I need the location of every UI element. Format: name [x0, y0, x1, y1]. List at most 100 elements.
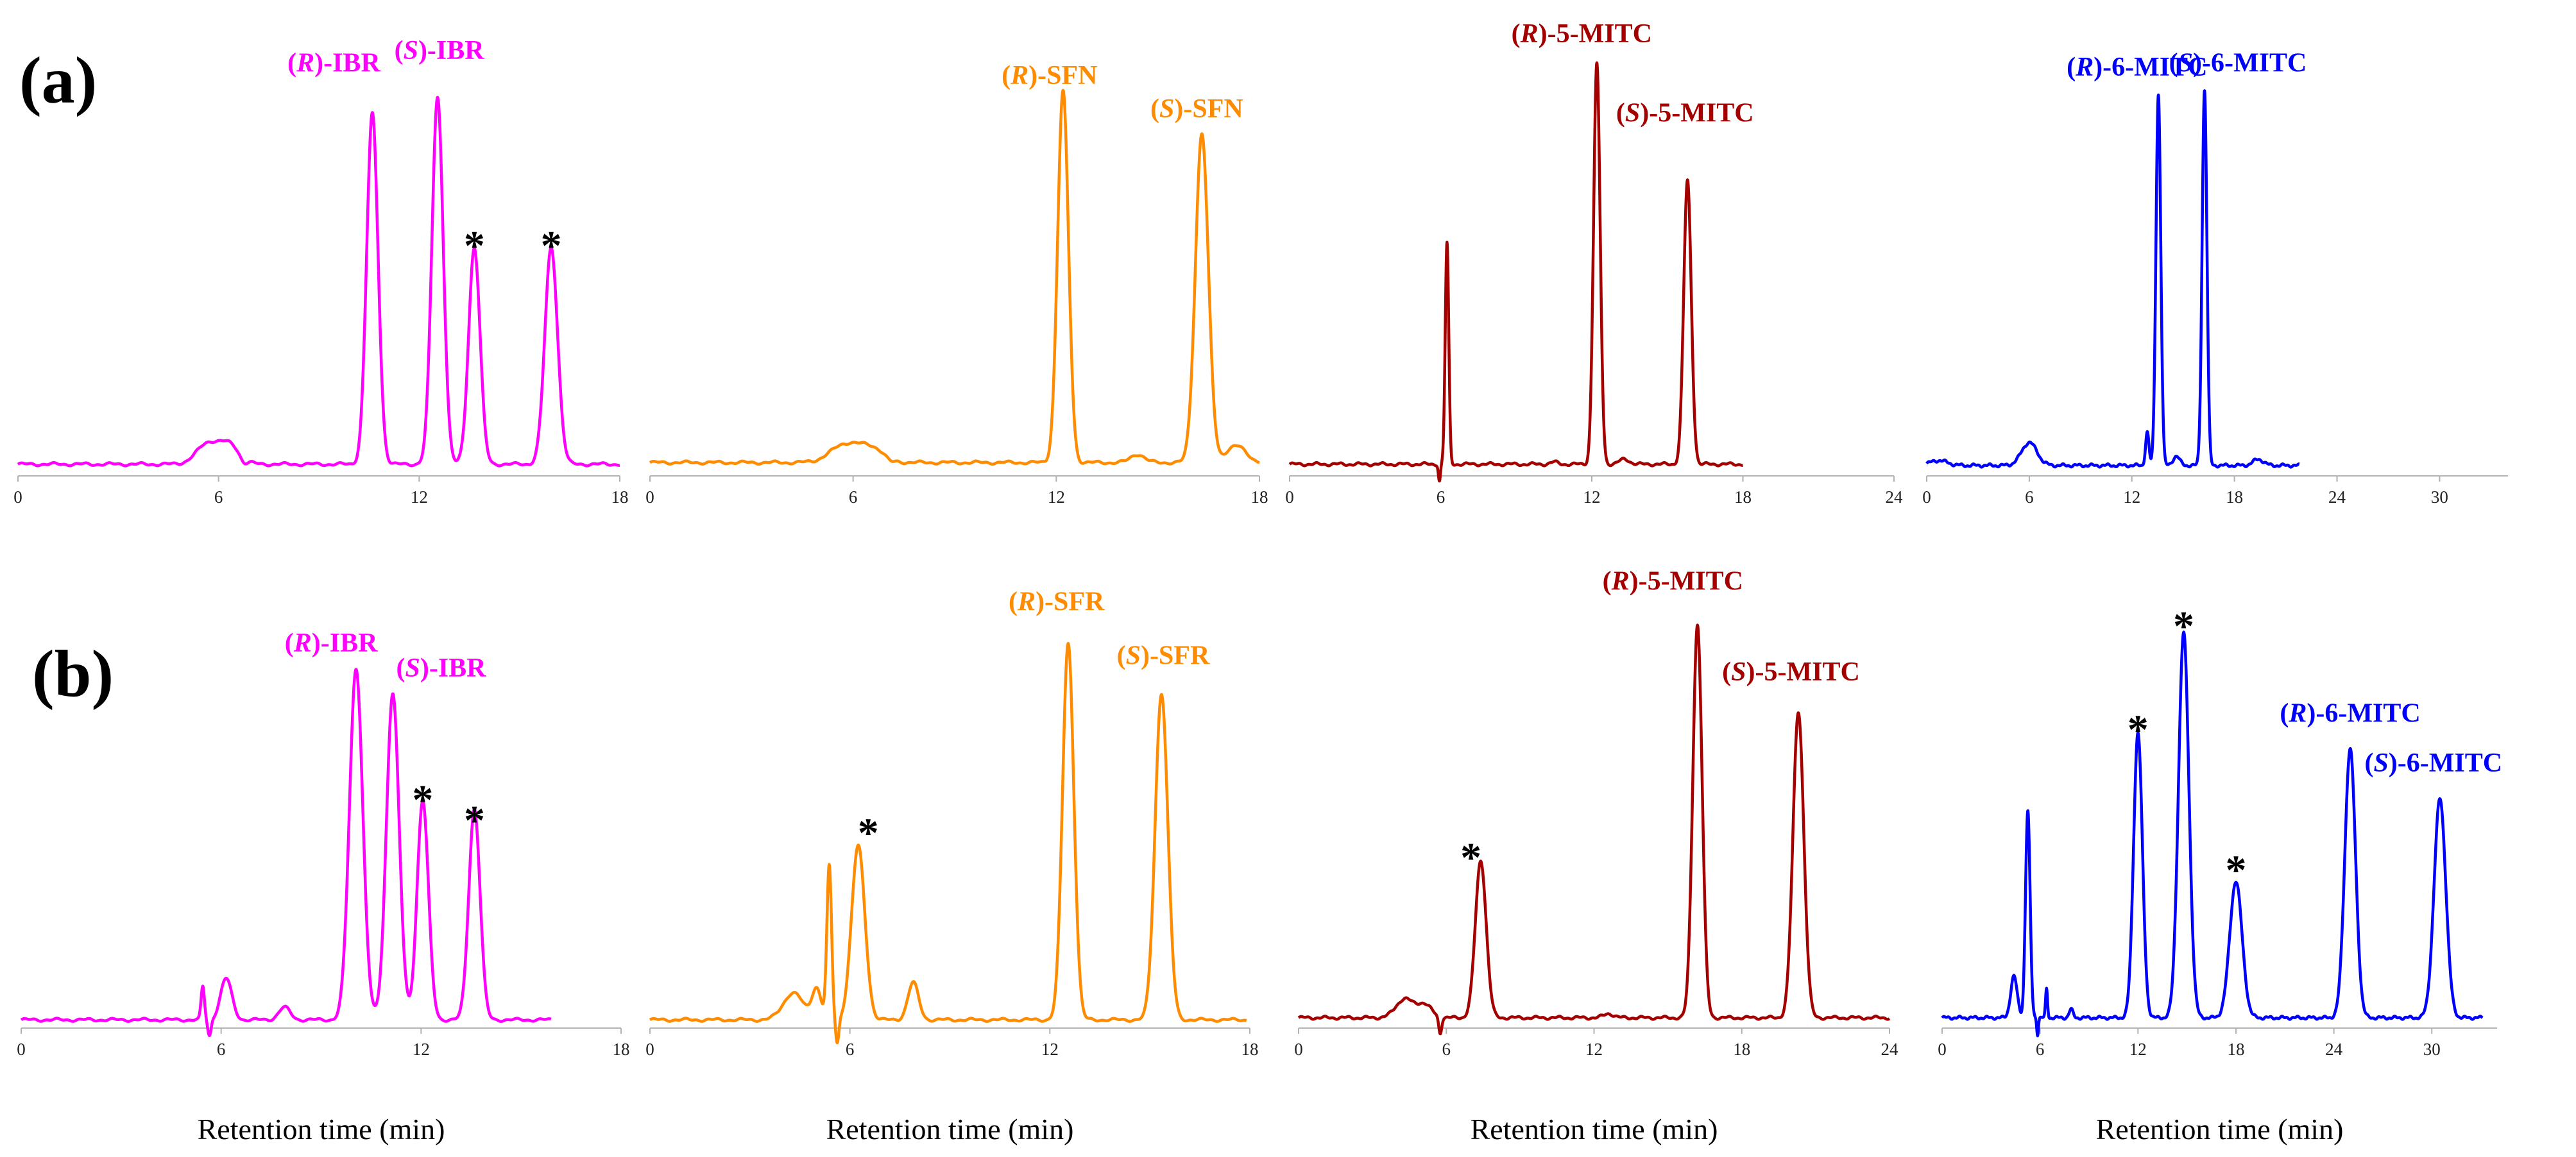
x-tick-label: 12 [413, 1040, 430, 1059]
peak-label: (S)-6-MITC [2169, 49, 2307, 78]
panels: 0 6 12 18(R)-IBR (S)-IBR* *0 6 12 18(R)-SFN(S)-S… [13, 19, 2508, 1145]
peak-label-part: )-SFN [1028, 61, 1097, 90]
peak-label: (S)-5-MITC [1616, 99, 1754, 128]
series-line-a3 [1288, 61, 1744, 483]
peak-label-part: ( [1512, 19, 1521, 49]
x-tick-label: 12 [1048, 487, 1065, 507]
x-tick-label: 24 [2328, 487, 2346, 507]
peak-label-part: S [405, 654, 420, 683]
peak-label-part: ( [1002, 61, 1011, 90]
series-line-a4 [1925, 89, 2301, 469]
peak-label-part: )-6-MITC [2094, 53, 2207, 82]
peak-label-part: ( [285, 629, 294, 658]
x-tick-label: 0 [1922, 487, 1931, 507]
panel-b4: 0 6 12 18 24 30(R)-6-MITC(S)-6-MITC***Retenti… [1938, 603, 2502, 1145]
x-tick-label: 18 [611, 487, 629, 507]
peak-label-part: )-5-MITC [1640, 99, 1753, 128]
peak-label-part: ( [1009, 587, 1018, 617]
peak-label-part: S [1625, 99, 1640, 128]
x-tick-label: 12 [2129, 1040, 2147, 1059]
peak-label: (R)-SFR [1009, 587, 1105, 617]
panel-a2: 0 6 12 18(R)-SFN(S)-SFN [645, 61, 1268, 507]
peak-label-part: ( [1150, 94, 1159, 124]
peak-label-part: )-IBR [312, 629, 378, 658]
x-tick-label: 18 [1241, 1040, 1259, 1059]
peak-label-part: ( [2364, 748, 2373, 778]
x-tick-label: 0 [17, 1040, 26, 1059]
x-tick-label: 12 [2123, 487, 2140, 507]
x-tick-label: 18 [1733, 1040, 1750, 1059]
peak-label-part: )-5-MITC [1746, 657, 1860, 687]
peak-label: (S)-6-MITC [2364, 748, 2502, 778]
panel-b3: 0 6 12 18 24(R)-5-MITC(S)-5-MITC*Retention t… [1294, 566, 1898, 1145]
x-tick-label: 6 [1442, 1040, 1451, 1059]
x-tick-label: 30 [2431, 487, 2448, 507]
x-tick-label: 18 [2226, 487, 2243, 507]
peak-label-part: ( [2067, 53, 2076, 82]
peak-label-part: S [2178, 49, 2193, 78]
peak-label: (R)-6-MITC [2067, 53, 2207, 82]
peak-label-part: )-SFR [1036, 587, 1105, 617]
x-tick-label: 18 [1251, 487, 1268, 507]
x-axis-title: Retention time (min) [198, 1113, 445, 1145]
x-tick-label: 0 [645, 1040, 654, 1059]
panel-a1: 0 6 12 18(R)-IBR (S)-IBR* * [13, 36, 628, 507]
peak-label-part: )-SFR [1141, 641, 1210, 670]
peak-label: (R)-5-MITC [1603, 566, 1743, 596]
peak-label-part: ( [396, 654, 405, 683]
peak-label: (R)-6-MITC [2280, 699, 2420, 729]
panel-b2: 0 6 12 18(R)-SFR(S)-SFR*Retention time (min… [645, 587, 1258, 1145]
x-tick-label: 18 [1734, 487, 1752, 507]
peak-label-part: S [1731, 657, 1746, 687]
peak-label-part: ( [287, 49, 296, 78]
series-line-a1 [17, 96, 621, 468]
x-tick-label: 6 [846, 1040, 855, 1059]
x-tick-label: 6 [2025, 487, 2034, 507]
row-label-b: (b) [32, 637, 114, 711]
x-tick-label: 6 [1437, 487, 1446, 507]
peak-label: (R)-5-MITC [1512, 19, 1652, 49]
peak-label-part: S [1159, 94, 1174, 124]
peak-label: (S)-IBR [395, 36, 485, 65]
x-tick-label: 6 [214, 487, 223, 507]
peak-label: (S)-SFN [1150, 94, 1243, 124]
x-tick-label: 6 [2036, 1040, 2045, 1059]
x-tick-label: 12 [1583, 487, 1601, 507]
peak-label-part: R [293, 629, 312, 658]
peak-label: (R)-IBR [285, 629, 378, 658]
peak-label-part: )-6-MITC [2389, 748, 2502, 778]
peak-label-part: )-5-MITC [1630, 566, 1743, 596]
x-tick-label: 0 [1938, 1040, 1947, 1059]
panel-a4: 0 6 12 18 24 30(R)-6-MITC(S)-6-MITC [1922, 49, 2508, 507]
asterisk-marker: * [464, 223, 485, 269]
peak-label-part: ( [1616, 99, 1625, 128]
peak-label-part: R [2075, 53, 2094, 82]
asterisk-marker: * [2225, 847, 2246, 894]
x-tick-label: 24 [1886, 487, 1904, 507]
peak-label-part: ( [1117, 641, 1126, 670]
peak-label-part: )-5-MITC [1539, 19, 1652, 49]
peak-label-part: )-6-MITC [2307, 699, 2420, 729]
x-tick-label: 0 [645, 487, 654, 507]
peak-label-part: R [1611, 566, 1630, 596]
x-tick-label: 30 [2423, 1040, 2441, 1059]
asterisk-marker: * [464, 797, 485, 844]
peak-label-part: R [1010, 61, 1028, 90]
x-tick-label: 6 [849, 487, 858, 507]
peak-label-part: )-IBR [314, 49, 380, 78]
asterisk-marker: * [2128, 706, 2149, 753]
x-tick-label: 24 [1881, 1040, 1899, 1059]
peak-label-part: S [2373, 748, 2388, 778]
series-line-b2 [649, 641, 1248, 1045]
asterisk-marker: * [541, 223, 562, 269]
x-tick-label: 12 [411, 487, 428, 507]
x-axis-title: Retention time (min) [826, 1113, 1074, 1145]
peak-label: (R)-SFN [1002, 61, 1097, 90]
peak-label-part: ( [2280, 699, 2289, 729]
x-tick-label: 6 [217, 1040, 226, 1059]
peak-label-part: ( [1603, 566, 1612, 596]
peak-label: (S)-IBR [396, 654, 486, 683]
peak-label-part: )-IBR [420, 654, 486, 683]
asterisk-marker: * [858, 810, 879, 857]
peak-label-part: )-IBR [418, 36, 484, 65]
